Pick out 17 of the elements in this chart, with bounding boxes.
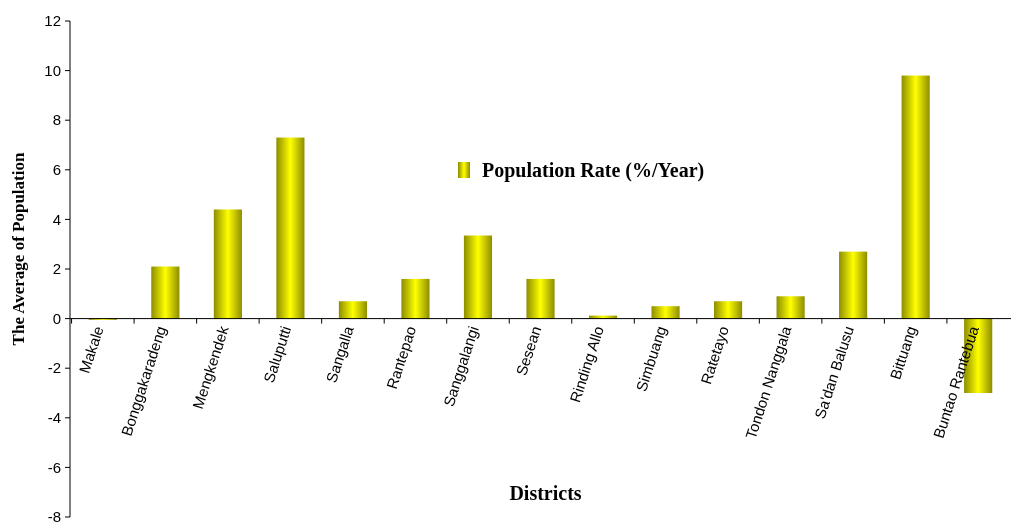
legend-label: Population Rate (%/Year) xyxy=(482,159,705,182)
x-tick-label: Sa'dan Balusu xyxy=(811,323,857,421)
y-tick-label: 4 xyxy=(52,210,61,228)
y-tick-label: -6 xyxy=(47,458,61,476)
y-axis-title: The Average of Population xyxy=(9,152,28,346)
y-tick-label: 12 xyxy=(44,12,61,30)
y-tick-label: 6 xyxy=(52,161,61,179)
x-tick-label: Makale xyxy=(75,323,107,376)
x-tick-label: Sesean xyxy=(512,323,545,378)
y-tick-label: -4 xyxy=(47,409,61,427)
x-axis-title: Districts xyxy=(509,482,582,504)
y-tick-label: 2 xyxy=(52,260,61,278)
y-tick-label: 10 xyxy=(44,61,61,79)
y-tick-label: -8 xyxy=(47,508,61,523)
y-tick-label: -2 xyxy=(47,359,61,377)
y-tick-label: 8 xyxy=(52,111,61,129)
y-tick-label: 0 xyxy=(52,309,61,327)
